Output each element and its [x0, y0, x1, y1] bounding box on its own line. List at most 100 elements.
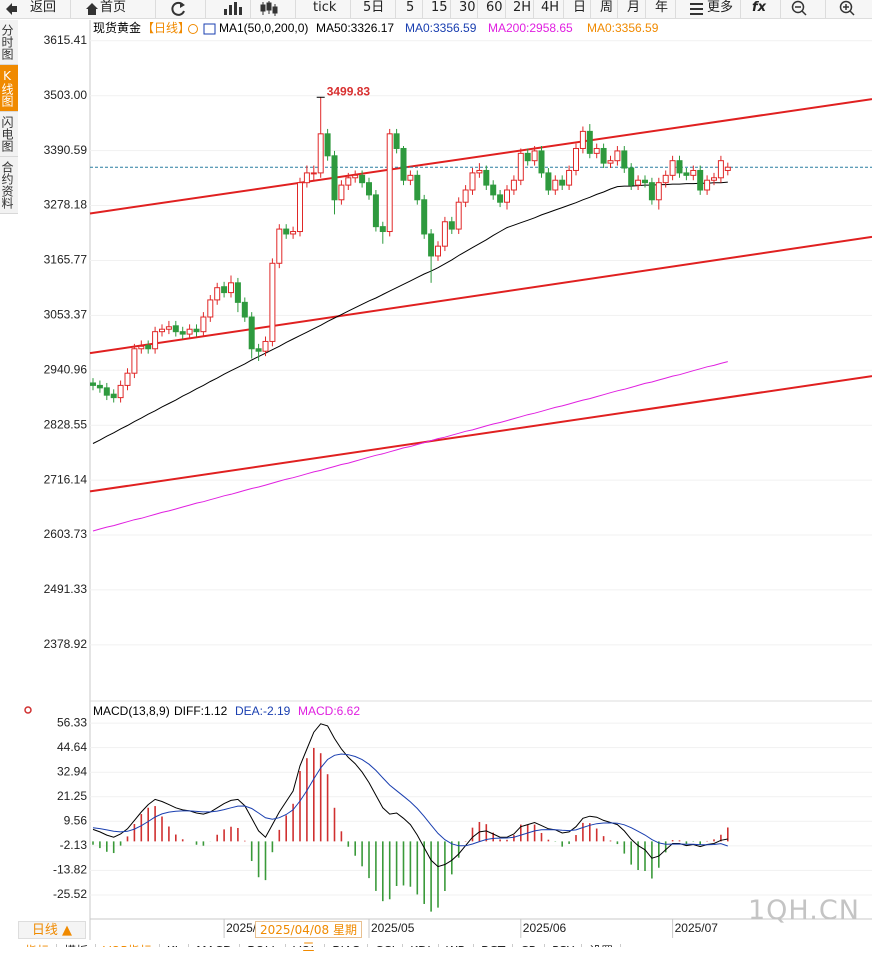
toolbar-button[interactable]: 60	[486, 0, 503, 15]
toolbar-button[interactable]: 日	[573, 0, 587, 15]
toolbar-button[interactable]: 年	[655, 0, 669, 15]
candle-body	[324, 133, 331, 157]
candle-body	[635, 179, 642, 186]
side-tab[interactable]: K线图	[0, 65, 18, 112]
side-tab[interactable]: 闪电图	[0, 112, 18, 157]
refresh-icon[interactable]	[171, 1, 185, 16]
zoom-in-icon[interactable]	[839, 0, 855, 16]
candle-body	[669, 160, 676, 176]
indicator-tab[interactable]: VOP指标	[96, 944, 160, 947]
candle-body	[504, 189, 510, 203]
separator	[645, 0, 646, 18]
legend-entry: MA50:3326.17	[316, 21, 394, 35]
collapse-icon	[188, 24, 198, 34]
candle-body	[152, 331, 159, 350]
candle-body	[159, 328, 165, 333]
toolbar-button[interactable]: 5	[406, 0, 415, 15]
candle-body	[172, 325, 179, 333]
candle-body	[614, 150, 621, 162]
candle-body	[462, 189, 469, 203]
candle-body	[421, 199, 428, 235]
separator	[422, 0, 423, 18]
macd-header: MACD(13,8,9) DIFF:1.12 DEA:-2.19 MACD:6.62	[24, 704, 360, 718]
sidebar: 分时图 K线图 闪电图 合约资料	[0, 20, 18, 214]
candle-body	[441, 221, 448, 247]
y-tick-label: 32.94	[57, 764, 87, 778]
toolbar-button[interactable]: 4H	[541, 0, 560, 15]
separator	[740, 0, 741, 18]
indicator-tab[interactable]: CR	[513, 944, 545, 947]
candle-body	[648, 182, 655, 201]
y-tick-label: 2828.55	[44, 417, 88, 431]
candle-body	[179, 331, 186, 335]
toolbar-button[interactable]: tick	[313, 0, 337, 15]
toolbar-button[interactable]: 15	[431, 0, 448, 15]
legend-entry: DEA:-2.19	[235, 704, 291, 718]
side-tab[interactable]: 分时图	[0, 20, 18, 65]
toolbar-button[interactable]: 2H	[513, 0, 532, 15]
candle-body	[103, 387, 110, 396]
toolbar-button[interactable]: 月	[627, 0, 641, 15]
candle-body	[414, 174, 421, 201]
candle-body	[90, 382, 96, 386]
y-tick-label: -2.13	[60, 838, 88, 852]
candle-body	[607, 160, 614, 164]
candle-body	[338, 184, 345, 201]
indicator-tab[interactable]: BOLL	[240, 944, 287, 947]
separator	[395, 0, 396, 18]
indicator-tab[interactable]: BIAS	[325, 944, 368, 947]
bar-icon[interactable]	[224, 2, 242, 15]
menu-icon[interactable]	[690, 3, 703, 15]
indicator-tab[interactable]: 指标	[18, 944, 58, 947]
zoom-out-icon[interactable]	[791, 0, 807, 16]
toolbar-button[interactable]: fx	[752, 0, 767, 15]
refresh-arrow	[180, 2, 185, 8]
toolbar-button[interactable]: 更多	[707, 0, 734, 15]
indicator-tab[interactable]: PSY	[545, 944, 583, 947]
y-tick-label: -25.52	[53, 887, 87, 901]
indicator-tab[interactable]: WR	[439, 944, 475, 947]
candle-body	[214, 287, 221, 301]
toolbar-button[interactable]: 首页	[100, 0, 127, 15]
candle-icon[interactable]	[260, 1, 278, 16]
indicator-tab[interactable]: MACD	[189, 944, 241, 947]
toolbar-button[interactable]: 5日	[363, 0, 385, 15]
candle-body	[552, 179, 559, 191]
macd-icon	[24, 706, 32, 714]
separator	[295, 0, 296, 18]
y-tick-label: 56.33	[57, 715, 87, 729]
candle-body	[297, 182, 303, 233]
x-tick-label: 2025/07	[675, 921, 719, 935]
legend-entry: MACD:6.62	[298, 704, 360, 718]
indicator-tab[interactable]: KDJ	[403, 944, 439, 947]
y-tick-label: 44.64	[57, 740, 87, 754]
candle-body	[310, 172, 317, 175]
period-button[interactable]: 日线 ▲	[18, 921, 86, 939]
indicator-tab[interactable]: KL	[160, 944, 190, 947]
toolbar-button[interactable]: 返回	[30, 0, 57, 15]
candle-body	[352, 174, 359, 179]
candle-body	[662, 174, 669, 184]
indicator-tab[interactable]: BGT	[474, 944, 514, 947]
separator	[675, 0, 676, 18]
indicator-label: MA1(50,0,200,0)	[219, 21, 308, 35]
toolbar-button[interactable]: 30	[459, 0, 476, 15]
candle-body	[386, 133, 393, 233]
indicator-tab[interactable]: CCI	[368, 944, 404, 947]
home-icon[interactable]	[86, 3, 98, 15]
separator	[350, 0, 351, 18]
toolbar-button[interactable]: 周	[600, 0, 614, 15]
candle-body	[117, 384, 124, 399]
indicator-tab[interactable]: 设置	[582, 944, 622, 947]
macd-line	[92, 723, 728, 868]
indicator-tab[interactable]: 模板	[57, 944, 97, 947]
candle-body	[586, 130, 593, 154]
candle-body	[331, 155, 338, 201]
candle-body	[138, 345, 145, 350]
back-icon[interactable]	[6, 3, 17, 15]
separator	[505, 0, 506, 18]
indicator-tab[interactable]: VOL	[286, 944, 326, 947]
candle-body	[241, 301, 248, 318]
side-tab[interactable]: 合约资料	[0, 157, 18, 214]
